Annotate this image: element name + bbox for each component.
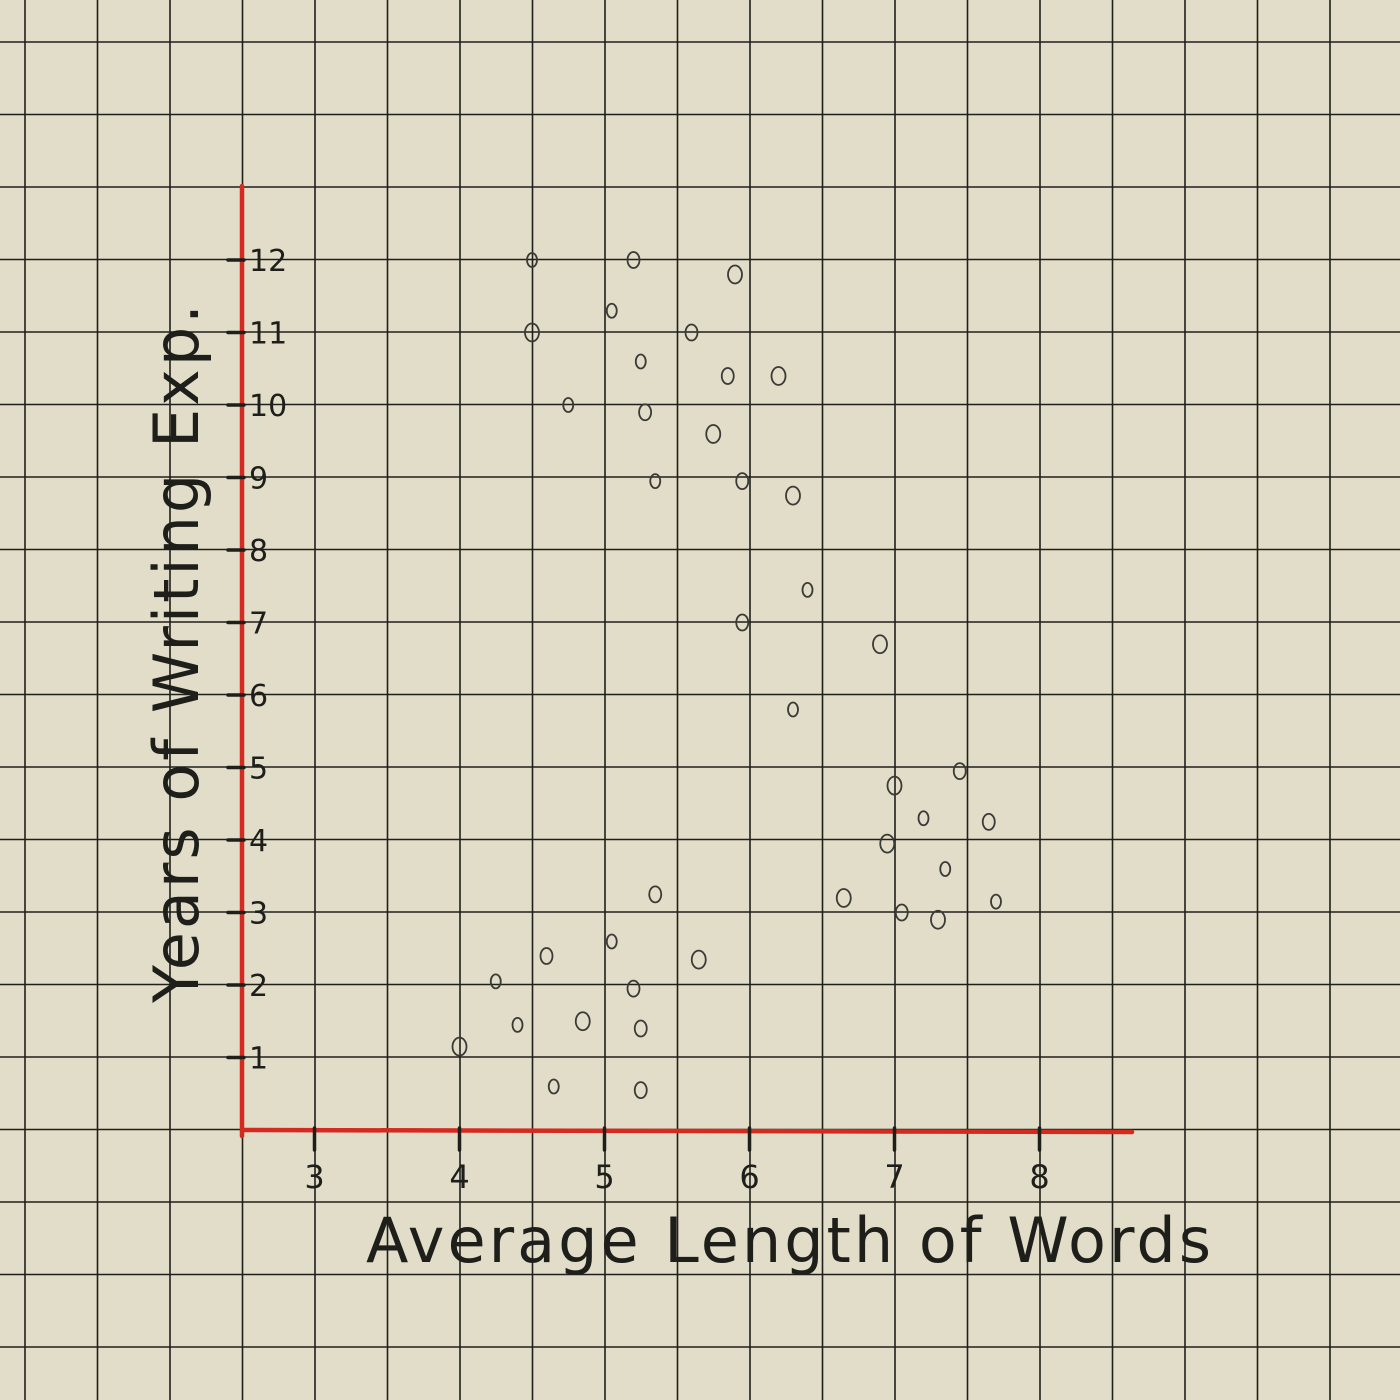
y-tick-label: 9 <box>249 462 268 497</box>
data-point <box>605 302 618 319</box>
data-points <box>451 251 1002 1100</box>
y-tick-label: 6 <box>249 679 268 714</box>
data-point <box>720 367 735 385</box>
data-point <box>539 947 554 965</box>
data-point <box>735 472 750 491</box>
data-point <box>801 581 814 598</box>
y-tick-label: 2 <box>249 969 268 1004</box>
data-point <box>705 424 722 444</box>
data-point <box>785 485 801 506</box>
y-axis-label: Years of Writing Exp. <box>140 301 213 1004</box>
x-tick-label: 6 <box>739 1158 759 1196</box>
data-point <box>489 973 502 990</box>
data-point <box>939 861 952 877</box>
x-axis-label: Average Length of Words <box>366 1204 1214 1277</box>
data-point <box>684 323 699 342</box>
data-point <box>634 353 647 370</box>
data-point <box>626 979 641 998</box>
data-point <box>879 833 896 854</box>
data-point <box>835 888 852 908</box>
data-point <box>872 634 888 655</box>
x-axis-ticks: 3 4 5 6 7 8 <box>304 1126 1050 1196</box>
axes <box>239 183 1135 1139</box>
data-point <box>626 251 641 269</box>
y-tick-label: 8 <box>249 534 268 569</box>
x-tick-label: 5 <box>594 1158 614 1196</box>
y-tick-label: 5 <box>249 752 268 787</box>
y-tick-label: 4 <box>249 824 268 859</box>
data-point <box>633 1081 648 1100</box>
data-point <box>547 1078 560 1095</box>
data-point <box>511 1016 524 1033</box>
y-tick-label: 11 <box>249 317 287 352</box>
data-point <box>524 322 540 343</box>
x-tick-label: 3 <box>304 1158 324 1196</box>
data-point <box>770 366 787 386</box>
data-point <box>633 1019 648 1038</box>
y-tick-label: 7 <box>249 607 268 642</box>
data-point <box>648 885 663 904</box>
data-point <box>952 762 967 781</box>
data-point <box>990 893 1002 910</box>
data-point <box>917 810 930 827</box>
data-point <box>981 812 996 831</box>
y-tick-label: 10 <box>249 389 287 424</box>
x-tick-label: 7 <box>884 1158 904 1196</box>
y-tick-label: 12 <box>249 244 287 279</box>
data-point <box>735 613 750 632</box>
data-point <box>649 473 662 490</box>
data-point <box>562 397 575 413</box>
data-point <box>727 264 743 285</box>
data-point <box>930 909 946 930</box>
y-tick-label: 3 <box>249 897 268 932</box>
data-point <box>574 1011 591 1032</box>
data-point <box>787 701 799 718</box>
data-point <box>605 933 618 950</box>
x-tick-label: 4 <box>449 1158 469 1196</box>
data-point <box>886 775 903 796</box>
y-tick-label: 1 <box>249 1042 268 1077</box>
x-tick-label: 8 <box>1029 1158 1049 1196</box>
data-point <box>451 1036 468 1057</box>
data-point <box>526 252 538 268</box>
data-point <box>638 403 652 422</box>
x-axis-line <box>239 1127 1135 1135</box>
data-point <box>894 903 909 922</box>
data-point <box>690 949 707 970</box>
